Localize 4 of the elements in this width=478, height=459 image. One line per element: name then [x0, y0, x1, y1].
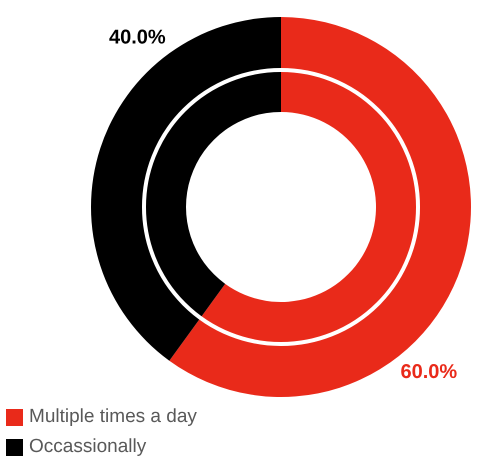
legend-label: Occassionally: [29, 436, 146, 458]
data-label: 60.0%: [400, 361, 458, 384]
data-label: 40.0%: [108, 26, 166, 48]
legend-label: Multiple times a day: [29, 406, 197, 428]
